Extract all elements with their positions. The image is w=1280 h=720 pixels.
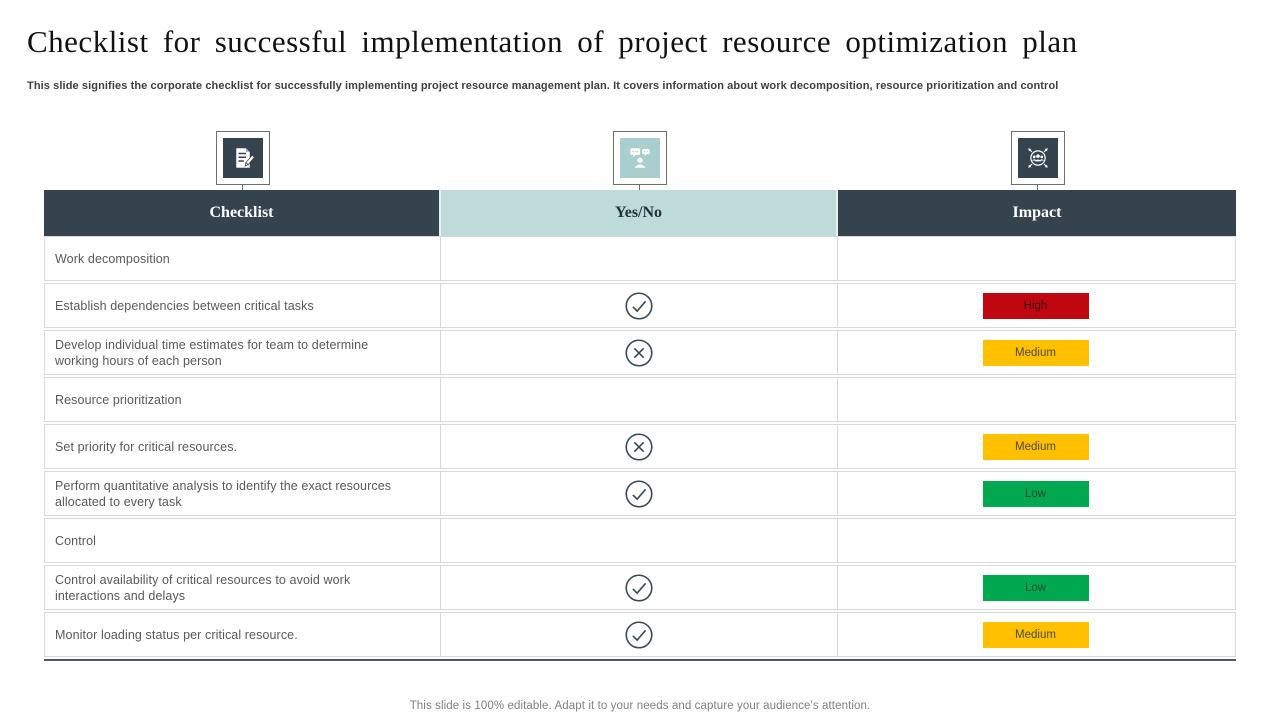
checklist-cell: Work decomposition [45,237,441,280]
yesno-icon-box [613,131,667,185]
status-cell [441,566,838,609]
checklist-item-label: Work decomposition [55,251,170,266]
checklist-item-label: Resource prioritization [55,392,182,407]
checklist-cell: Establish dependencies between critical … [45,284,441,327]
checklist-item-label: Control [55,533,96,548]
column-header-checklist: Checklist [44,190,441,236]
circle-check-icon [625,479,653,508]
impact-badge: High [982,292,1089,319]
impact-badge: Medium [982,621,1089,648]
circle-check-icon [625,573,653,602]
status-cell [441,237,838,280]
column-header-yesno: Yes/No [441,190,838,236]
checklist-item-label: Set priority for critical resources. [55,439,238,454]
status-cell [441,472,838,515]
impact-cell: High [838,284,1233,327]
status-cell [441,425,838,468]
table-body: Work decomposition Establish dependencies… [44,236,1236,657]
circle-check-icon [625,291,653,320]
circle-check-icon [625,620,653,649]
table-row: Control availability of critical resourc… [44,565,1236,610]
circle-cross-icon [625,432,653,461]
checklist-table: Checklist Yes/No Impact Work decompositi… [44,190,1236,661]
checklist-item-label: Control availability of critical resourc… [55,572,351,603]
impact-badge: Low [982,574,1089,601]
slide-footer-note: This slide is 100% editable. Adapt it to… [409,700,871,712]
checklist-icon-box [216,131,270,185]
circle-cross-icon [625,338,653,367]
impact-cell: Low [838,472,1233,515]
impact-cell: Medium [838,613,1233,656]
checklist-item-label: Establish dependencies between critical … [55,298,314,313]
checklist-cell: Control availability of critical resourc… [45,566,441,609]
table-row: Monitor loading status per critical reso… [44,612,1236,657]
impact-cell: Medium [838,425,1233,468]
table-row: Resource prioritization [44,377,1236,422]
table-row: Establish dependencies between critical … [44,283,1236,328]
status-cell [441,613,838,656]
person-chat-icon [620,138,660,178]
impact-cell [838,519,1233,562]
team-impact-icon [1018,138,1058,178]
document-pencil-icon [223,138,263,178]
table-row: Perform quantitative analysis to identif… [44,471,1236,516]
impact-badge: Medium [982,339,1089,366]
checklist-cell: Control [45,519,441,562]
impact-icon-box [1011,131,1065,185]
impact-cell: Low [838,566,1233,609]
slide-subtitle: This slide signifies the corporate check… [27,80,1059,92]
checklist-cell: Monitor loading status per critical reso… [45,613,441,656]
impact-badge: Medium [982,433,1089,460]
column-header-impact: Impact [838,190,1236,236]
checklist-item-label: Monitor loading status per critical reso… [55,627,298,642]
page-title: Checklist for successful implementation … [27,24,1078,59]
checklist-cell: Perform quantitative analysis to identif… [45,472,441,515]
table-row: Work decomposition [44,236,1236,281]
table-bottom-border [44,659,1236,661]
status-cell [441,284,838,327]
table-header-row: Checklist Yes/No Impact [44,190,1236,236]
status-cell [441,331,838,374]
checklist-cell: Set priority for critical resources. [45,425,441,468]
impact-cell [838,378,1233,421]
table-row: Control [44,518,1236,563]
impact-cell: Medium [838,331,1233,374]
checklist-item-label: Perform quantitative analysis to identif… [55,478,392,509]
status-cell [441,519,838,562]
impact-badge: Low [982,480,1089,507]
checklist-cell: Resource prioritization [45,378,441,421]
table-row: Set priority for critical resources. Med… [44,424,1236,469]
table-row: Develop individual time estimates for te… [44,330,1236,375]
checklist-item-label: Develop individual time estimates for te… [55,337,369,368]
checklist-cell: Develop individual time estimates for te… [45,331,441,374]
impact-cell [838,237,1233,280]
status-cell [441,378,838,421]
